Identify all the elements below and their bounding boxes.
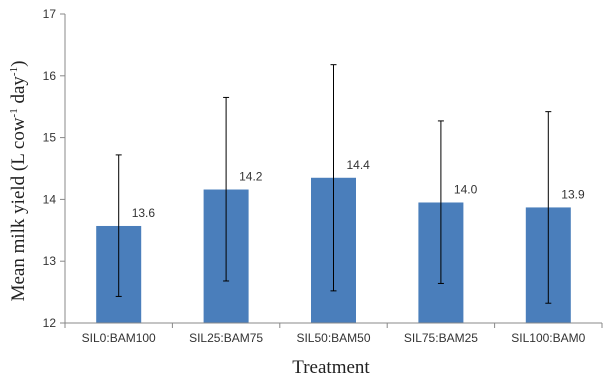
x-tick-label: SIL0:BAM100 <box>82 331 156 345</box>
y-axis-title-sup2: -1 <box>8 67 20 76</box>
x-tick-label: SIL75:BAM25 <box>404 331 478 345</box>
y-axis-title-mid: day <box>8 76 29 109</box>
y-tick-label: 14 <box>43 192 57 206</box>
x-axis-ticks: SIL0:BAM100 SIL25:BAM75 SIL50:BAM50 SIL75:B… <box>64 323 603 345</box>
x-axis-title: Treatment <box>292 357 370 378</box>
y-axis-title-sup1: -1 <box>8 108 20 117</box>
x-tick-label: SIL50:BAM50 <box>296 331 370 345</box>
y-tick-label: 13 <box>43 254 57 268</box>
y-axis-title: Mean milk yield (L cow-1 day-1) <box>8 61 29 302</box>
x-tick-label: SIL25:BAM75 <box>189 331 263 345</box>
data-label: 14.4 <box>347 158 371 172</box>
x-tick-label: SIL100:BAM0 <box>511 331 585 345</box>
y-axis-ticks: 12 13 14 15 16 17 <box>43 7 65 330</box>
y-tick-label: 12 <box>43 316 57 330</box>
error-bars <box>115 64 552 304</box>
data-label: 14.0 <box>454 182 478 196</box>
data-label: 13.6 <box>132 206 156 220</box>
y-tick-label: 16 <box>43 69 57 83</box>
y-axis-title-base: Mean milk yield (L cow <box>8 117 29 301</box>
data-label: 14.2 <box>239 170 263 184</box>
data-labels: 13.6 14.2 14.4 14.0 13.9 <box>132 158 585 220</box>
y-axis-title-end: ) <box>8 61 29 67</box>
y-tick-label: 17 <box>43 7 57 21</box>
y-tick-label: 15 <box>43 131 57 145</box>
data-label: 13.9 <box>561 187 585 201</box>
